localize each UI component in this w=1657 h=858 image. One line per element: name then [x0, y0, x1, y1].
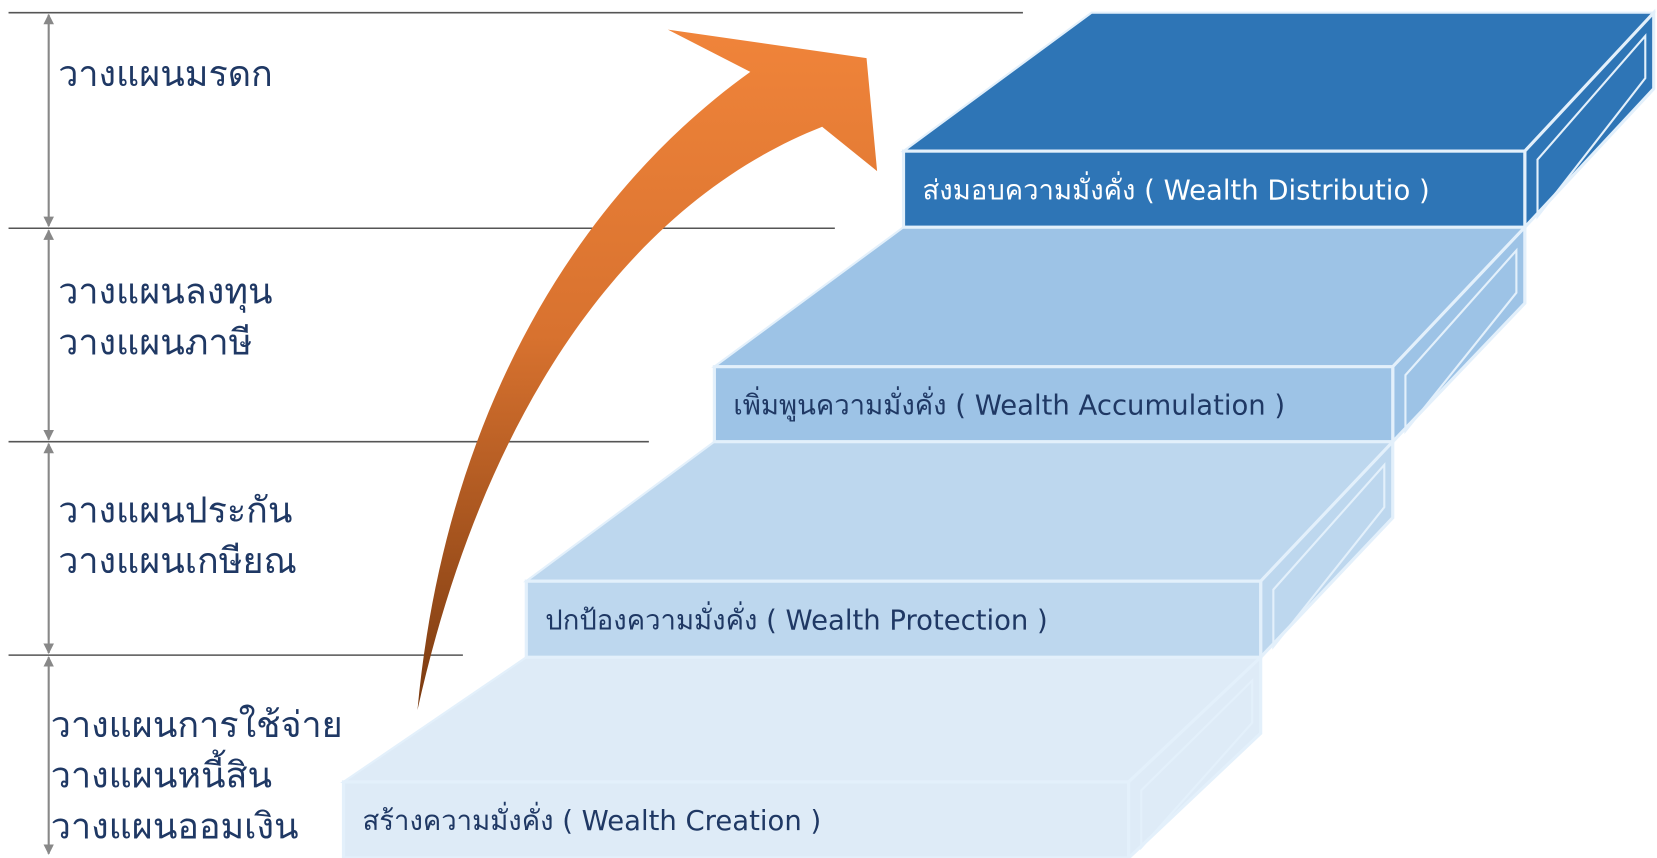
step-side-inner [1536, 33, 1647, 220]
step-top [711, 226, 1528, 368]
step-front [901, 149, 1527, 229]
step-front [712, 365, 1395, 444]
step-front [524, 579, 1263, 659]
level-label: วางแผนการใช้จ่าย [51, 704, 343, 746]
step-side-inner [1272, 462, 1386, 650]
labels: สร้างความมั่งคั่ง ( Wealth Creation ) ปกป… [51, 54, 1430, 847]
level-label: วางแผนประกัน [58, 490, 292, 531]
step-label: ส่งมอบความมั่งคั่ง ( Wealth Distributio … [923, 171, 1430, 206]
level-label: วางแผนมรดก [58, 54, 273, 95]
step-top [900, 11, 1657, 153]
step-side-inner [1140, 677, 1254, 851]
guides [8, 11, 1023, 656]
level-label: วางแผนลงทุน [58, 272, 272, 313]
step-side-inner [1404, 247, 1518, 435]
step-label: เพิ่มพูนความมั่งคั่ง ( Wealth Accumulati… [733, 386, 1285, 421]
step-label: สร้างความมั่งคั่ง ( Wealth Creation ) [363, 802, 822, 837]
level-label: วางแผนเกษียณ [58, 541, 297, 582]
step-top [523, 440, 1396, 583]
step-front [341, 780, 1131, 858]
stairs [340, 8, 1657, 858]
level-label: วางแผนหนี้สิน [51, 750, 272, 797]
level-label: วางแผนภาษี [58, 322, 252, 363]
growth-arrow [417, 29, 878, 711]
step-label: ปกป้องความมั่งคั่ง ( Wealth Protection ) [545, 601, 1047, 636]
level-label: วางแผนออมเงิน [51, 806, 299, 847]
step-top [340, 656, 1264, 783]
